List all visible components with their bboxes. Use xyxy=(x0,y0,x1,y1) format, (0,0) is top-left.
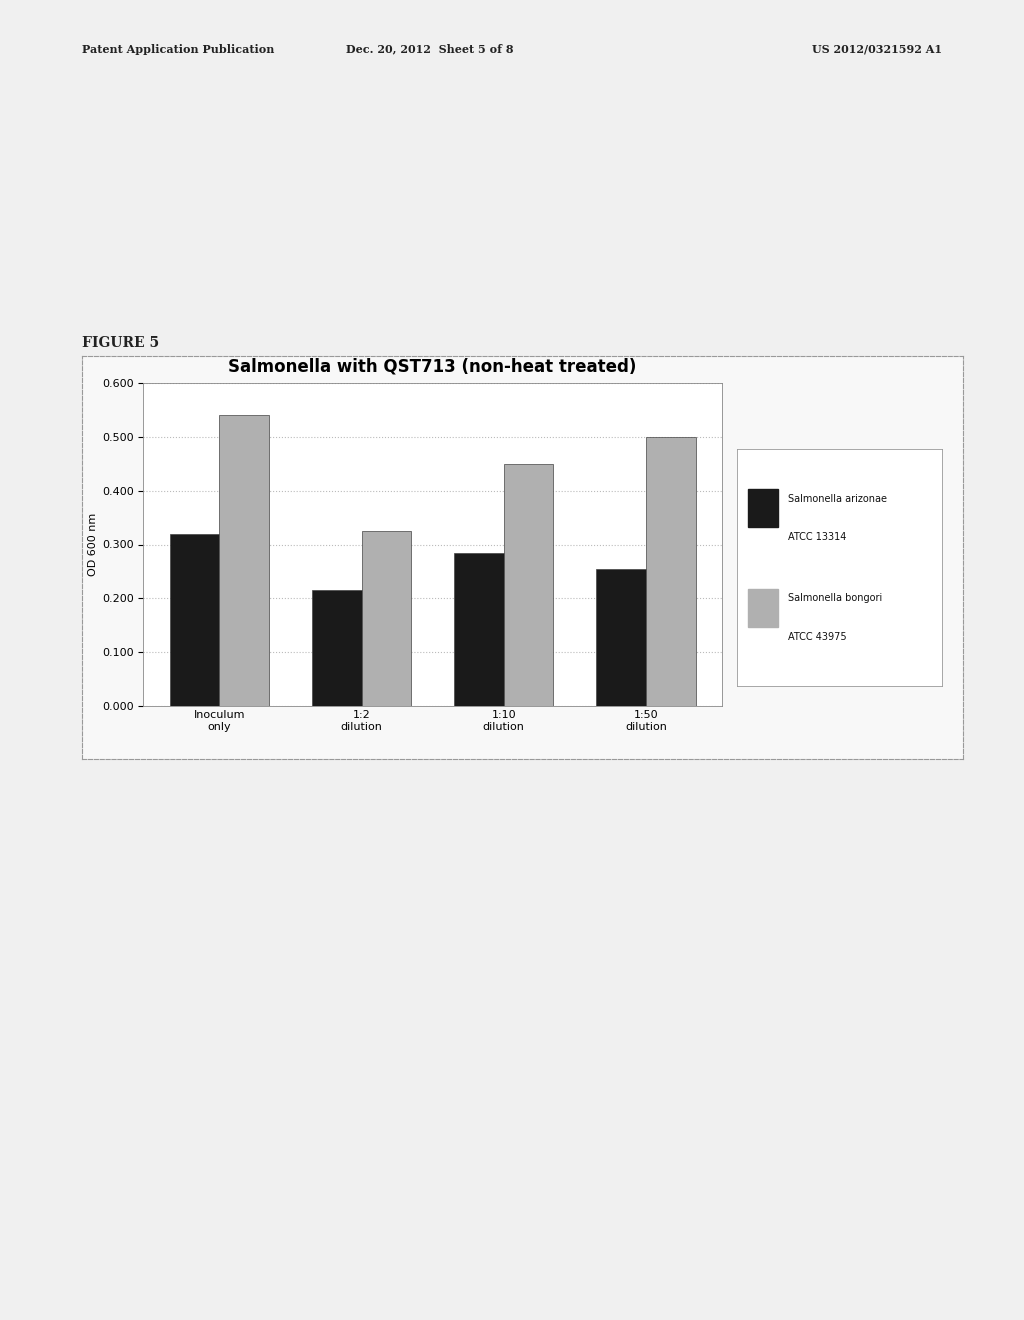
Bar xyxy=(361,531,412,706)
Bar xyxy=(748,589,778,627)
Y-axis label: OD 600 nm: OD 600 nm xyxy=(88,513,97,576)
Bar xyxy=(454,553,504,706)
Bar xyxy=(170,533,219,706)
Text: Salmonella arizonae: Salmonella arizonae xyxy=(788,494,888,504)
Bar xyxy=(219,416,269,706)
Text: Patent Application Publication: Patent Application Publication xyxy=(82,44,274,54)
Text: ATCC 13314: ATCC 13314 xyxy=(788,532,847,541)
Text: US 2012/0321592 A1: US 2012/0321592 A1 xyxy=(812,44,942,54)
Text: FIGURE 5: FIGURE 5 xyxy=(82,335,159,350)
Text: Salmonella bongori: Salmonella bongori xyxy=(788,594,883,603)
Bar xyxy=(504,463,553,706)
Text: ATCC 43975: ATCC 43975 xyxy=(788,631,847,642)
Text: Dec. 20, 2012  Sheet 5 of 8: Dec. 20, 2012 Sheet 5 of 8 xyxy=(346,44,514,54)
Bar xyxy=(748,490,778,527)
Bar xyxy=(596,569,646,706)
Title: Salmonella with QST713 (non-heat treated): Salmonella with QST713 (non-heat treated… xyxy=(228,358,637,376)
Bar xyxy=(646,437,695,706)
Bar xyxy=(312,590,361,706)
